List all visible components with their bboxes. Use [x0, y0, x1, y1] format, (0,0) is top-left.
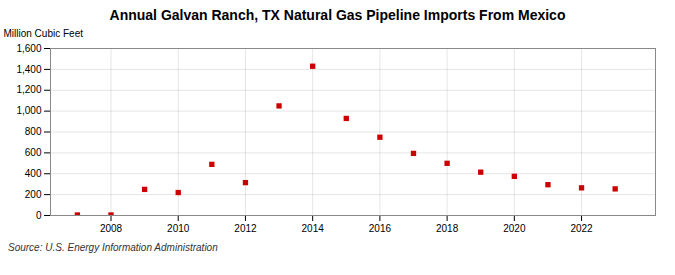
svg-text:2014: 2014	[302, 223, 325, 234]
svg-text:200: 200	[25, 189, 42, 200]
html-text:Annual Galvan Ranch, TX Natura: Annual Galvan Ranch, TX Natural Gas Pipe…	[109, 7, 566, 23]
svg-text:600: 600	[25, 147, 42, 158]
svg-text:2016: 2016	[369, 223, 392, 234]
svg-text:Million Cubic Feet: Million Cubic Feet	[4, 28, 84, 39]
svg-text:2018: 2018	[436, 223, 459, 234]
svg-text:1,400: 1,400	[16, 64, 41, 75]
html-text:Source: U.S. Energy Informatio: Source: U.S. Energy Information Administ…	[8, 242, 218, 253]
svg-text:2020: 2020	[503, 223, 526, 234]
svg-text:800: 800	[25, 126, 42, 137]
svg-text:2010: 2010	[167, 223, 190, 234]
svg-text:400: 400	[25, 168, 42, 179]
svg-text:2012: 2012	[234, 223, 257, 234]
svg-text:1,200: 1,200	[16, 84, 41, 95]
svg-text:1,600: 1,600	[16, 43, 41, 54]
svg-text:1,000: 1,000	[16, 105, 41, 116]
svg-text:2022: 2022	[570, 223, 593, 234]
svg-text:2008: 2008	[100, 223, 123, 234]
svg-text:0: 0	[36, 210, 42, 221]
